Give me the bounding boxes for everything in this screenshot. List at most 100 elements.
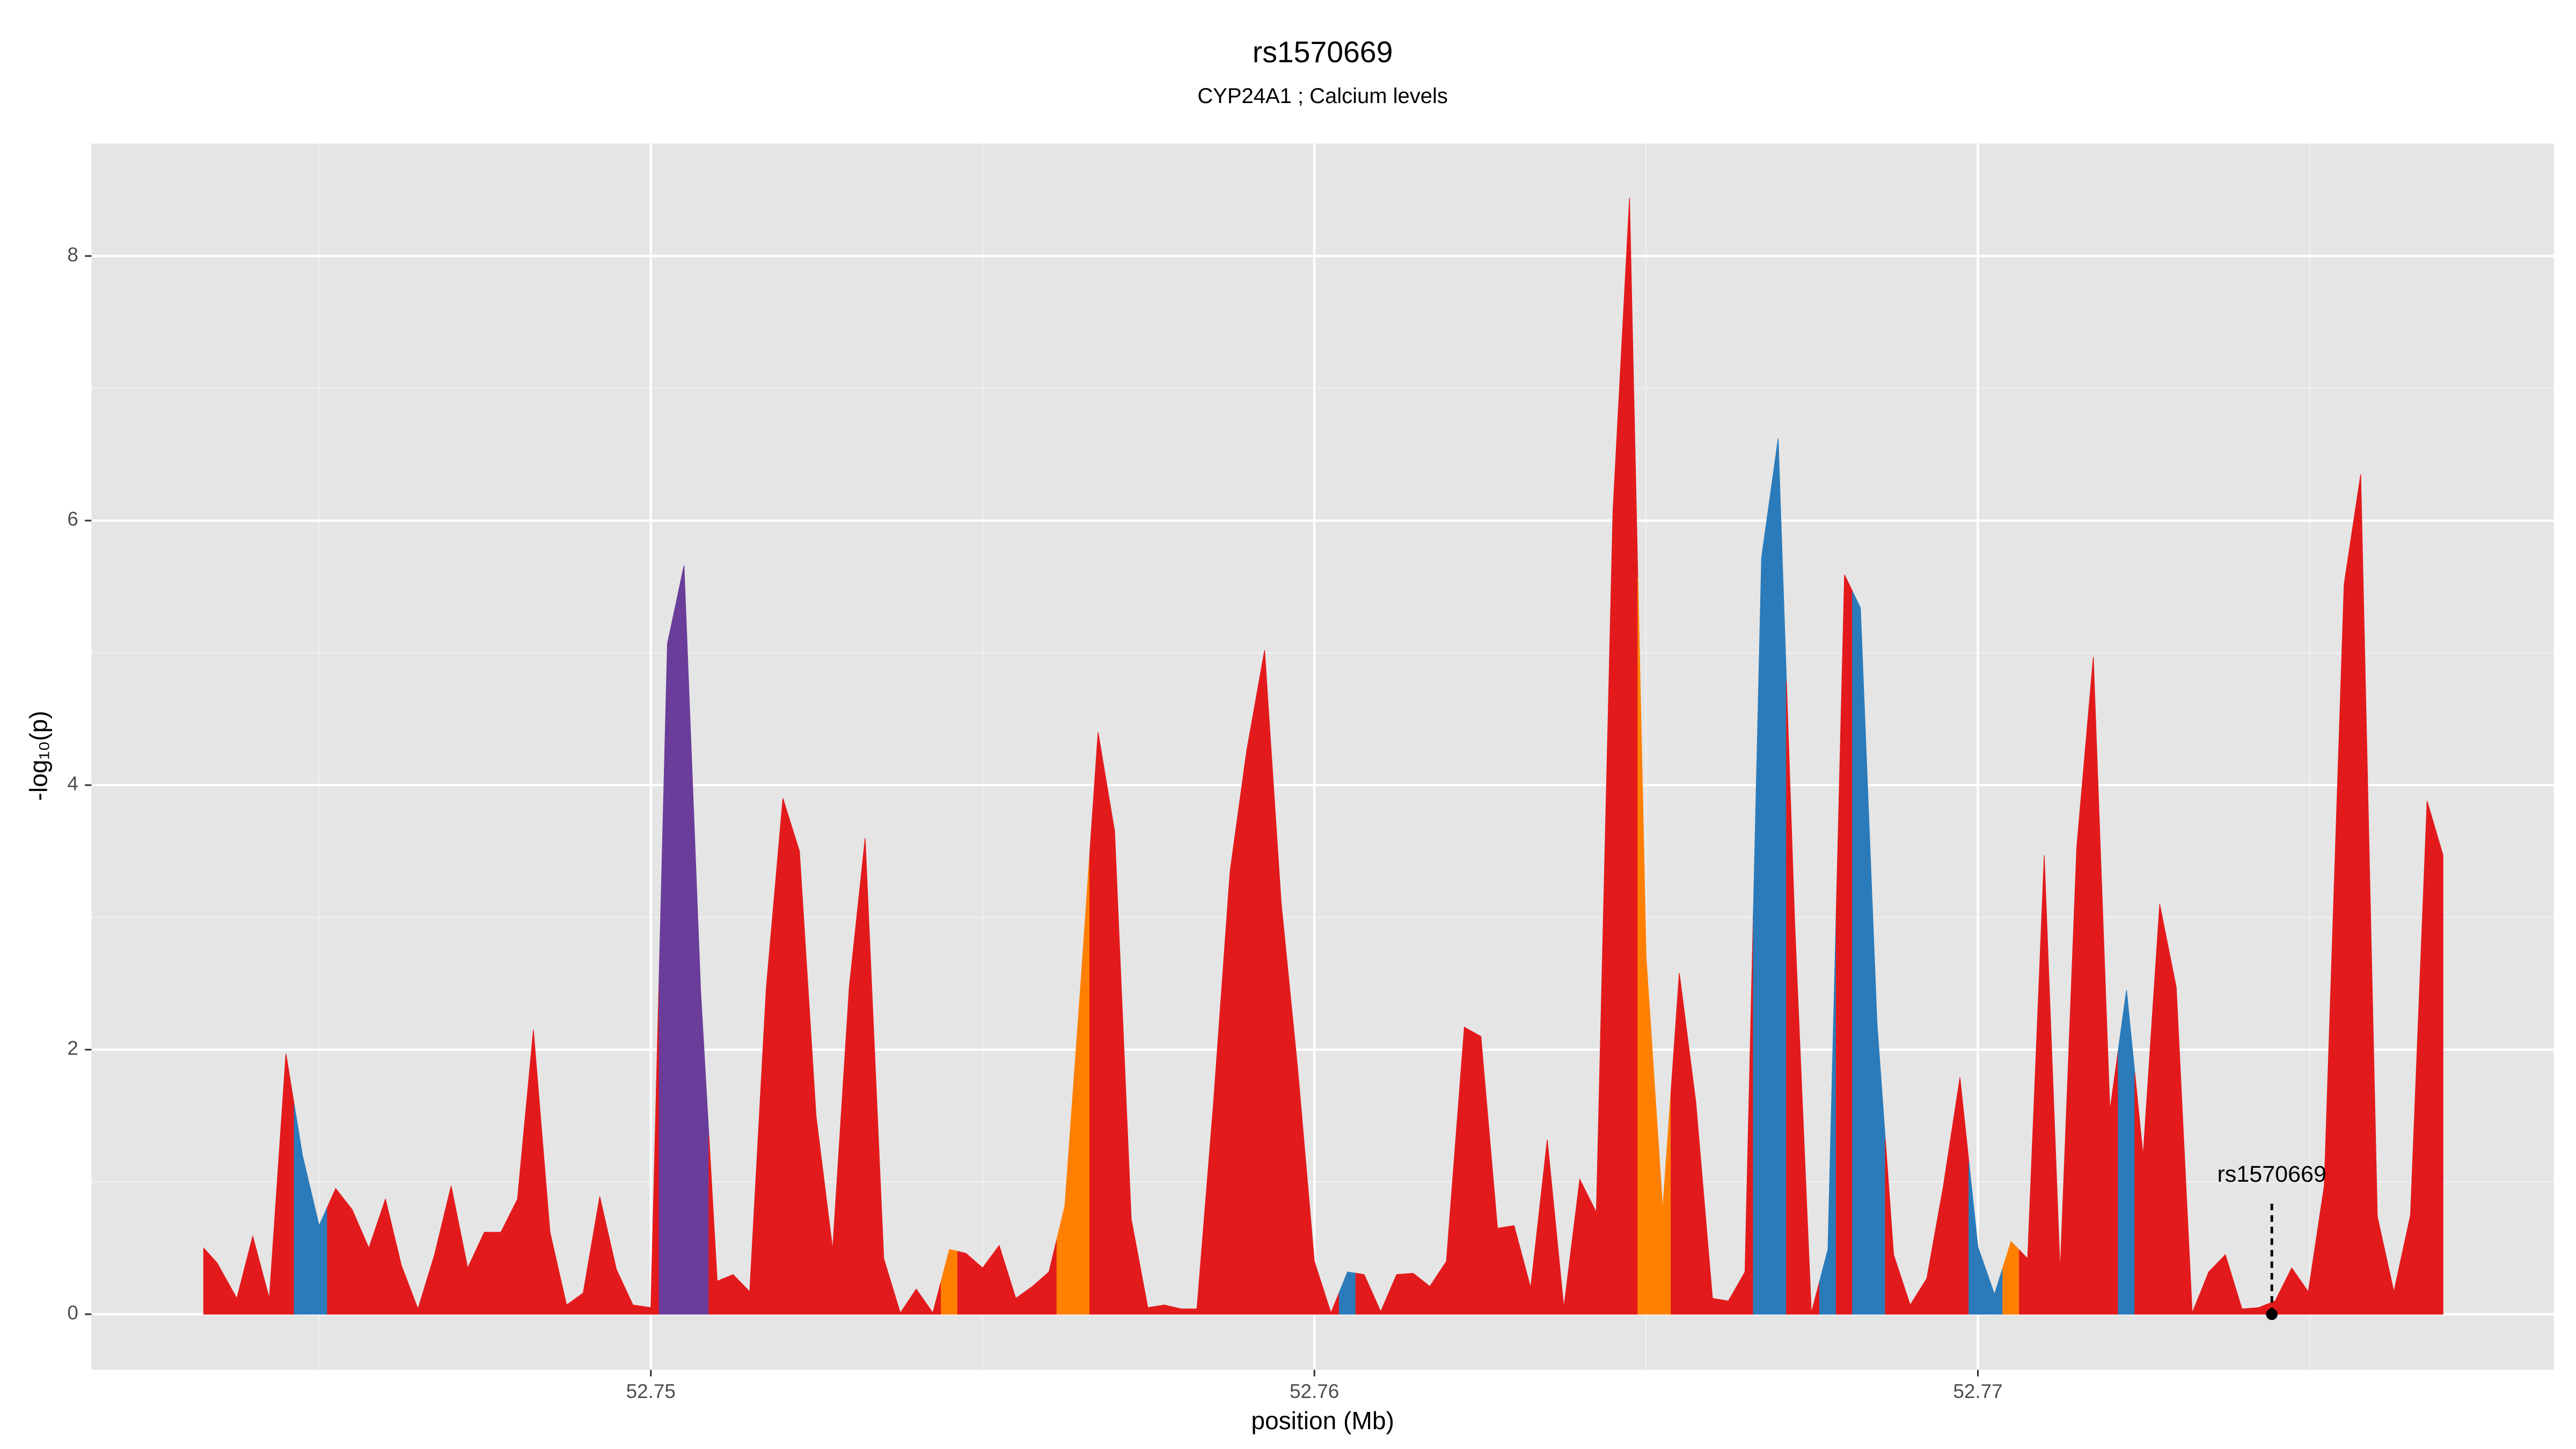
area-segment — [409, 1282, 427, 1315]
area-segment — [2084, 656, 2102, 1315]
area-segment — [1455, 1027, 1473, 1315]
area-segment — [1238, 700, 1256, 1315]
area-segment — [2283, 1267, 2301, 1315]
area-segment — [2418, 801, 2435, 1315]
area-segment — [1769, 438, 1787, 1315]
area-segment — [203, 1247, 211, 1315]
area-segment — [1868, 815, 1886, 1315]
area-segment — [343, 1198, 361, 1315]
area-segment — [1918, 1232, 1936, 1315]
area-segment — [1106, 781, 1124, 1315]
area-segment — [591, 1196, 609, 1315]
area-segment — [1289, 986, 1307, 1315]
area-segment — [426, 1220, 443, 1315]
area-segment — [1421, 1272, 1439, 1315]
area-segment — [741, 1139, 759, 1315]
area-segment — [1023, 1278, 1041, 1315]
area-segment — [2101, 883, 2119, 1315]
area-segment — [2266, 1284, 2284, 1315]
area-segment — [1139, 1263, 1157, 1315]
area-segment — [393, 1232, 410, 1315]
area-segment — [360, 1223, 378, 1315]
area-segment — [1338, 1271, 1357, 1315]
area-segment — [2385, 1253, 2403, 1315]
area-segment — [1355, 1272, 1373, 1315]
area-segment — [908, 1288, 925, 1315]
area-segment — [974, 1255, 992, 1315]
area-segment — [1472, 1031, 1490, 1315]
area-segment — [574, 1245, 592, 1315]
area-segment — [260, 1176, 278, 1315]
plot-panel: rs1570669 — [91, 143, 2554, 1370]
area-segment — [244, 1235, 262, 1315]
area-segment — [1221, 810, 1239, 1315]
area-segment — [641, 975, 660, 1315]
area-segment — [1255, 650, 1274, 1315]
annotation-point — [2266, 1308, 2278, 1320]
area-segment — [1073, 853, 1091, 1315]
area-segment — [1539, 1139, 1556, 1315]
area-segment — [2002, 1241, 2020, 1315]
area-segment — [1404, 1272, 1422, 1315]
area-segment — [294, 1104, 311, 1315]
y-tick-label: 0 — [67, 1302, 78, 1324]
area-segment — [2151, 904, 2169, 1315]
y-tick-label: 6 — [67, 508, 78, 530]
area-segment — [1040, 1239, 1058, 1315]
area-segment — [1489, 1132, 1506, 1315]
y-tick-label: 8 — [67, 244, 78, 266]
area-segment — [2068, 752, 2085, 1315]
area-segment — [1835, 574, 1853, 1315]
area-segment — [1122, 1025, 1140, 1315]
area-segment — [377, 1198, 394, 1315]
area-segment — [957, 1251, 975, 1315]
area-segment — [1687, 1037, 1705, 1315]
area-segment — [1968, 1162, 1987, 1315]
area-segment — [310, 1190, 328, 1315]
area-segment — [1172, 1306, 1190, 1315]
area-segment — [2352, 474, 2369, 1315]
area-segment — [2184, 1150, 2201, 1315]
area-segment — [509, 1114, 526, 1315]
area-segment — [1703, 1200, 1721, 1315]
area-segment — [558, 1268, 575, 1315]
chart-title: rs1570669 — [1253, 35, 1393, 69]
chart-subtitle: CYP24A1 ; Calcium levels — [1197, 84, 1448, 108]
x-axis-title: position (Mb) — [1251, 1407, 1394, 1435]
area-segment — [1852, 591, 1869, 1315]
area-segment — [1819, 912, 1837, 1315]
area-segment — [1505, 1225, 1523, 1315]
area-segment — [2036, 855, 2053, 1315]
x-tick-label: 52.76 — [1290, 1380, 1339, 1402]
area-segment — [724, 1274, 742, 1315]
area-segment — [1901, 1279, 1919, 1315]
area-segment — [692, 778, 709, 1315]
area-segment — [442, 1185, 460, 1315]
area-segment — [2052, 1059, 2069, 1315]
area-segment — [1007, 1271, 1024, 1315]
area-segment — [2216, 1254, 2234, 1315]
area-segment — [1322, 1287, 1340, 1315]
area-segment — [1306, 1165, 1323, 1315]
area-segment — [525, 1029, 542, 1315]
area-segment — [990, 1245, 1008, 1315]
area-segment — [1056, 1090, 1074, 1315]
area-segment — [840, 912, 858, 1315]
area-segment — [2200, 1262, 2218, 1315]
area-segment — [1388, 1274, 1406, 1315]
area-segment — [1986, 1268, 2003, 1315]
area-segment — [1786, 681, 1804, 1315]
area-segment — [2134, 1029, 2152, 1315]
area-segment — [1188, 1205, 1206, 1315]
area-segment — [1587, 861, 1605, 1315]
area-segment — [1736, 914, 1754, 1315]
x-tick-label: 52.77 — [1953, 1380, 2002, 1402]
area-segment — [1205, 986, 1223, 1315]
area-segment — [2402, 1008, 2419, 1315]
area-segment — [1803, 1118, 1820, 1315]
area-segment — [2300, 1239, 2317, 1315]
area-segment — [1671, 972, 1688, 1315]
area-segment — [1753, 498, 1770, 1315]
